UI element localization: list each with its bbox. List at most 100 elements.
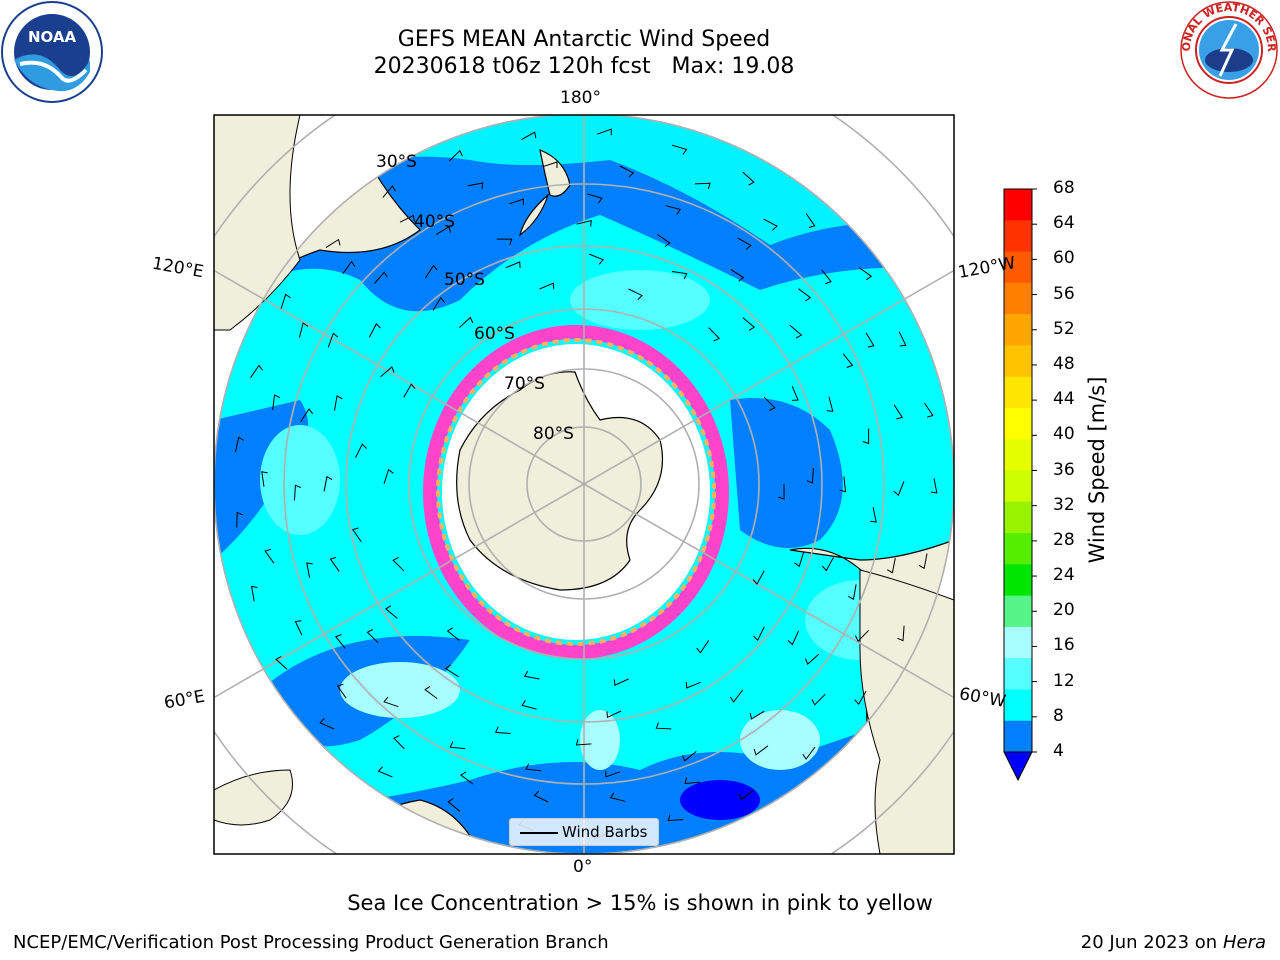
wind-barb bbox=[665, 205, 682, 215]
colorbar-tick-label: 56 bbox=[1053, 283, 1075, 304]
wind-barb bbox=[521, 131, 537, 141]
colorbar-extend-triangle bbox=[1003, 751, 1033, 782]
wind-barb bbox=[854, 690, 867, 706]
wind-barb bbox=[329, 556, 340, 572]
wind-barb bbox=[533, 790, 549, 803]
footer-host: Hera bbox=[1222, 932, 1266, 953]
colorbar-segment bbox=[1004, 220, 1032, 253]
colorbar-segment bbox=[1004, 282, 1032, 315]
wind-barb bbox=[778, 483, 785, 500]
africa-corner bbox=[214, 769, 293, 826]
wind-barb bbox=[432, 296, 445, 311]
wind-barb bbox=[798, 288, 812, 302]
wind-barb bbox=[467, 182, 484, 190]
wind-barb bbox=[682, 751, 697, 762]
sea-ice-ring-inner bbox=[436, 338, 716, 646]
wind-field-patch-medium bbox=[570, 270, 710, 330]
wind-barb bbox=[826, 396, 834, 412]
wind-barb bbox=[605, 770, 621, 778]
wind-barb bbox=[384, 605, 398, 619]
wind-barb bbox=[458, 316, 474, 328]
wind-barb bbox=[496, 238, 513, 245]
wind-barb bbox=[272, 394, 281, 411]
wind-barb bbox=[763, 218, 778, 231]
map-legend: Wind Barbs bbox=[509, 818, 659, 846]
wind-barb bbox=[539, 282, 555, 290]
wind-barb bbox=[655, 722, 672, 730]
wind-barb bbox=[366, 629, 379, 644]
wind-barb bbox=[380, 366, 395, 378]
wind-barb bbox=[696, 640, 710, 654]
wind-barb bbox=[448, 149, 463, 162]
colorbar-tick-label: 28 bbox=[1053, 529, 1075, 550]
svg-text:NOAA: NOAA bbox=[28, 28, 77, 46]
wind-barb bbox=[523, 670, 540, 680]
wind-barb bbox=[657, 234, 671, 247]
lon-label-0: 0° bbox=[573, 857, 593, 877]
wind-barb bbox=[424, 264, 438, 279]
colorbar-segment bbox=[1004, 345, 1032, 378]
colorbar-segment bbox=[1004, 595, 1032, 628]
wind-barb bbox=[619, 165, 635, 178]
wind-barb bbox=[383, 468, 394, 485]
wind-barb bbox=[235, 436, 245, 453]
colorbar-segment bbox=[1004, 533, 1032, 565]
wind-barb bbox=[886, 557, 896, 574]
plot-title-line-1: GEFS MEAN Antarctic Wind Speed bbox=[397, 27, 771, 52]
longitude-lines bbox=[214, 115, 954, 854]
wind-barb bbox=[684, 777, 701, 785]
wind-barb bbox=[821, 557, 834, 572]
wind-barb bbox=[596, 128, 612, 136]
wind-barb bbox=[323, 475, 333, 492]
wind-barb bbox=[368, 323, 381, 338]
wind-barb bbox=[865, 332, 875, 348]
lat-label-40s: 40°S bbox=[414, 212, 455, 232]
wind-barb bbox=[708, 327, 721, 342]
wind-barb bbox=[752, 570, 765, 585]
wind-barb bbox=[870, 507, 877, 523]
wind-barb bbox=[521, 700, 537, 710]
wind-barbs bbox=[235, 128, 938, 840]
wind-barb bbox=[789, 324, 803, 339]
wind-barb bbox=[842, 353, 854, 368]
colorbar-segment bbox=[1004, 439, 1032, 471]
wind-barb bbox=[250, 585, 258, 602]
wind-barb bbox=[898, 331, 907, 347]
wind-barb bbox=[694, 182, 711, 190]
wind-barb bbox=[609, 792, 626, 802]
colorbar-segment bbox=[1004, 501, 1032, 534]
colorbar-tick-label: 24 bbox=[1053, 565, 1075, 586]
wind-barb bbox=[821, 269, 832, 285]
plot-title-line-2: 20230618 t06z 120h fcst Max: 19.08 bbox=[373, 54, 795, 79]
wind-barb bbox=[576, 219, 592, 227]
colorbar-segment bbox=[1004, 189, 1032, 221]
wind-barb bbox=[804, 653, 820, 665]
wind-barb bbox=[763, 396, 776, 411]
sea-ice-ring bbox=[423, 325, 729, 659]
wind-barb bbox=[261, 471, 268, 487]
colorbar bbox=[1003, 188, 1037, 782]
wind-barb bbox=[671, 271, 688, 280]
wind-barb bbox=[742, 317, 756, 331]
wind-barb bbox=[671, 144, 688, 155]
wind-barb bbox=[325, 238, 341, 249]
colorbar-segment bbox=[1004, 689, 1032, 722]
wind-field-patch-light bbox=[340, 662, 460, 718]
colorbar-tick-label: 4 bbox=[1053, 741, 1064, 761]
lat-label-70s: 70°S bbox=[504, 374, 545, 394]
wind-barb bbox=[436, 225, 451, 235]
wind-barb bbox=[264, 548, 275, 564]
wind-barb bbox=[351, 527, 362, 543]
wind-barb bbox=[342, 260, 356, 275]
wind-barb bbox=[787, 630, 800, 646]
wind-barb bbox=[587, 193, 603, 204]
wind-barb bbox=[862, 428, 870, 445]
wind-barb bbox=[613, 678, 629, 686]
wind-barb bbox=[893, 481, 905, 497]
wind-barb bbox=[300, 408, 314, 422]
wind-barb bbox=[382, 185, 396, 198]
wind-barb bbox=[848, 584, 857, 600]
colorbar-segment bbox=[1004, 720, 1032, 753]
colorbar-tick-label: 20 bbox=[1053, 600, 1075, 621]
map-frame bbox=[213, 114, 955, 855]
